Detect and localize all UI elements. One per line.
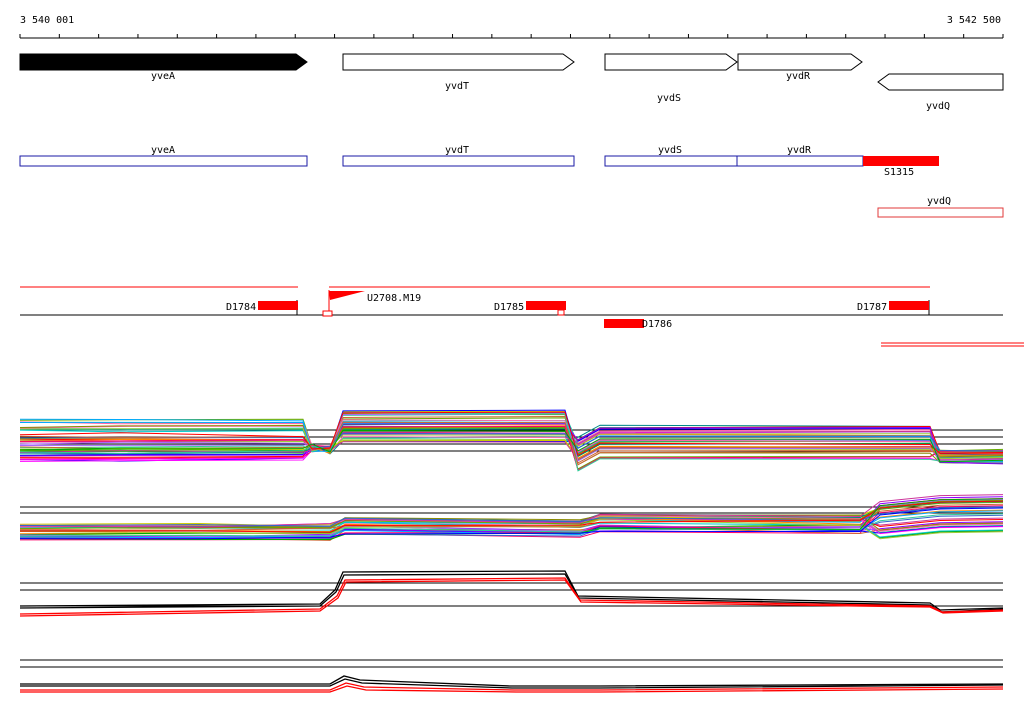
upshift-base xyxy=(322,310,333,317)
transcript-label-yvdr: yvdR xyxy=(787,145,812,156)
transcript-label-yvdt: yvdT xyxy=(445,145,469,156)
expression-profile-line xyxy=(20,682,1004,691)
segment-d1784[interactable] xyxy=(258,301,298,310)
ruler-start-label: 3 540 001 xyxy=(20,15,74,26)
transcript-label-yvdq: yvdQ xyxy=(927,196,951,207)
gene-arrow-yvds[interactable] xyxy=(604,53,738,71)
segment-s1315-label: S1315 xyxy=(884,167,914,178)
expression-profile-line xyxy=(19,510,1004,539)
expression-profile-line xyxy=(19,421,1004,466)
expression-profile-line xyxy=(19,507,1004,540)
expression-profile-line xyxy=(19,430,1004,461)
expression-profile-line xyxy=(19,499,1004,530)
transcript-box-yvdt[interactable] xyxy=(342,155,575,167)
segment-d1787-label: D1787 xyxy=(857,302,887,313)
expression-profile-line xyxy=(19,425,1004,471)
segment-s1315[interactable] xyxy=(863,156,939,166)
segment-d1785-label: D1785 xyxy=(494,302,524,313)
expression-profile-line xyxy=(19,423,1004,465)
expression-panel-2 xyxy=(19,494,1004,541)
transcript-box-yvds[interactable] xyxy=(604,155,738,167)
segment-d1786-label: D1786 xyxy=(642,319,672,330)
gene-arrow-yvdq[interactable] xyxy=(877,73,1004,91)
expression-profile-line xyxy=(20,685,1004,693)
gene-arrow-yvdt[interactable] xyxy=(342,53,575,71)
gene-arrow-yvea[interactable] xyxy=(19,53,308,71)
expression-profile-line xyxy=(19,514,1004,531)
expression-panel-3 xyxy=(19,570,1004,617)
expression-profile-line xyxy=(19,579,1004,617)
expression-panel-4 xyxy=(20,659,1004,693)
gene-track: yveA yvdT yvdS yvdR yvdQ xyxy=(19,53,1004,112)
expression-profile-line xyxy=(19,421,1004,462)
segment-d1787[interactable] xyxy=(889,301,929,310)
segment-d1784-label: D1784 xyxy=(226,302,256,313)
expression-profile-line xyxy=(20,678,1004,689)
transcript-label-yvea: yveA xyxy=(151,145,175,156)
expression-profile-line xyxy=(19,415,1004,464)
gene-label-yvdq: yvdQ xyxy=(926,101,950,112)
transcript-box-yvdq[interactable] xyxy=(877,207,1004,218)
upshift-flag[interactable] xyxy=(329,291,365,300)
expression-profile-line xyxy=(19,411,1004,456)
upshift-label: U2708.M19 xyxy=(367,293,421,304)
expression-panel-1 xyxy=(19,409,1004,472)
expression-profile-line xyxy=(19,570,1004,611)
expression-profile-line xyxy=(19,429,1004,463)
gene-arrow-yvdr[interactable] xyxy=(737,53,863,71)
gene-label-yvdt: yvdT xyxy=(445,81,469,92)
segment-d1786[interactable] xyxy=(604,319,644,328)
transcript-label-yvds: yvdS xyxy=(658,145,682,156)
expression-profile-line xyxy=(19,500,1004,533)
gene-label-yvea: yveA xyxy=(151,71,175,82)
expression-profile-line xyxy=(20,675,1004,687)
expression-profile-line xyxy=(19,412,1004,472)
segment-d1785-tick xyxy=(557,309,565,316)
transcript-track: yveA yvdT yvdS yvdR S1315 yvdQ xyxy=(19,145,1004,218)
gene-label-yvds: yvdS xyxy=(657,93,681,104)
segment-d1785[interactable] xyxy=(526,301,566,310)
gene-label-yvdr: yvdR xyxy=(786,71,811,82)
transcript-box-yvea[interactable] xyxy=(19,155,308,167)
ruler-end-label: 3 542 500 xyxy=(947,15,1001,26)
expression-profile-line xyxy=(19,412,1004,462)
expression-profile-line xyxy=(19,498,1004,541)
expression-profile-line xyxy=(19,432,1004,452)
transcript-box-yvdr[interactable] xyxy=(736,155,864,167)
expression-profile-line xyxy=(19,506,1004,527)
coordinate-ruler: 3 540 001 3 542 500 xyxy=(19,15,1004,39)
expression-profile-line xyxy=(19,519,1004,540)
expression-profile-line xyxy=(19,503,1004,531)
expression-profile-line xyxy=(19,419,1004,461)
ruler-ticks xyxy=(19,34,1004,38)
segmentation-track: D1784 D1785 D1786 D1787 U2708.M19 xyxy=(20,286,1024,347)
